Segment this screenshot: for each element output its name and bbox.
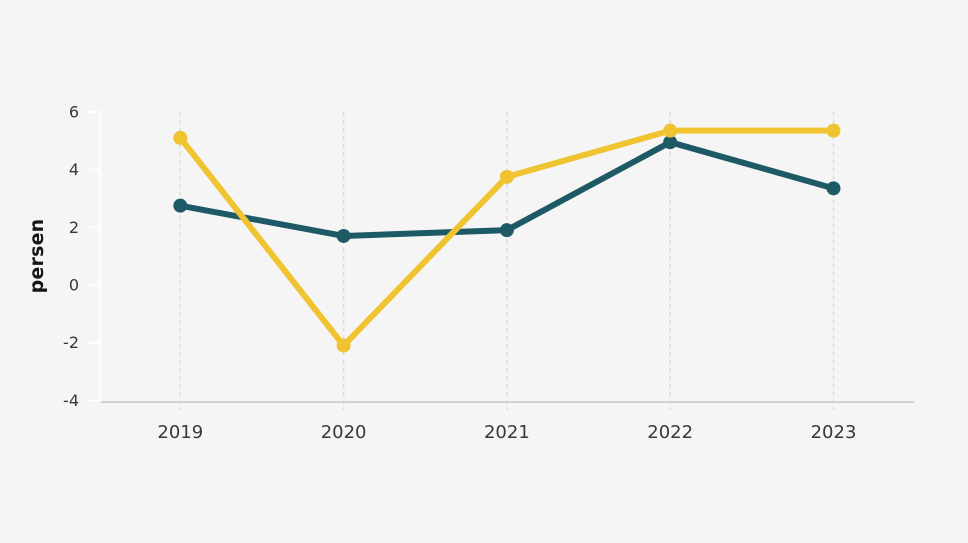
y-tick-label--2: -2 [63,333,79,352]
teal-series-marker-2019 [173,198,188,213]
yellow-series-marker-2019 [173,130,188,145]
teal-series-marker-2020 [336,228,351,243]
x-tick-label-2023: 2023 [811,422,857,443]
x-tick-label-2019: 2019 [157,422,203,443]
teal-series-marker-2022 [663,135,678,150]
y-tick-label-0: 0 [69,276,79,295]
x-tick-label-2021: 2021 [484,422,530,443]
yellow-series-marker-2022 [663,123,678,138]
y-tick-label-2: 2 [69,218,79,237]
yellow-series-marker-2020 [336,338,351,353]
yellow-series-marker-2021 [499,169,514,184]
yellow-series-marker-2023 [826,123,841,138]
x-tick-label-2022: 2022 [647,422,693,443]
x-tick-label-2020: 2020 [321,422,367,443]
y-tick-label-6: 6 [69,102,79,121]
y-tick-label--4: -4 [63,391,79,410]
teal-series-line [177,139,837,239]
teal-series-marker-2023 [826,181,841,196]
y-tick-label-4: 4 [69,160,79,179]
teal-series-marker-2021 [499,223,514,238]
